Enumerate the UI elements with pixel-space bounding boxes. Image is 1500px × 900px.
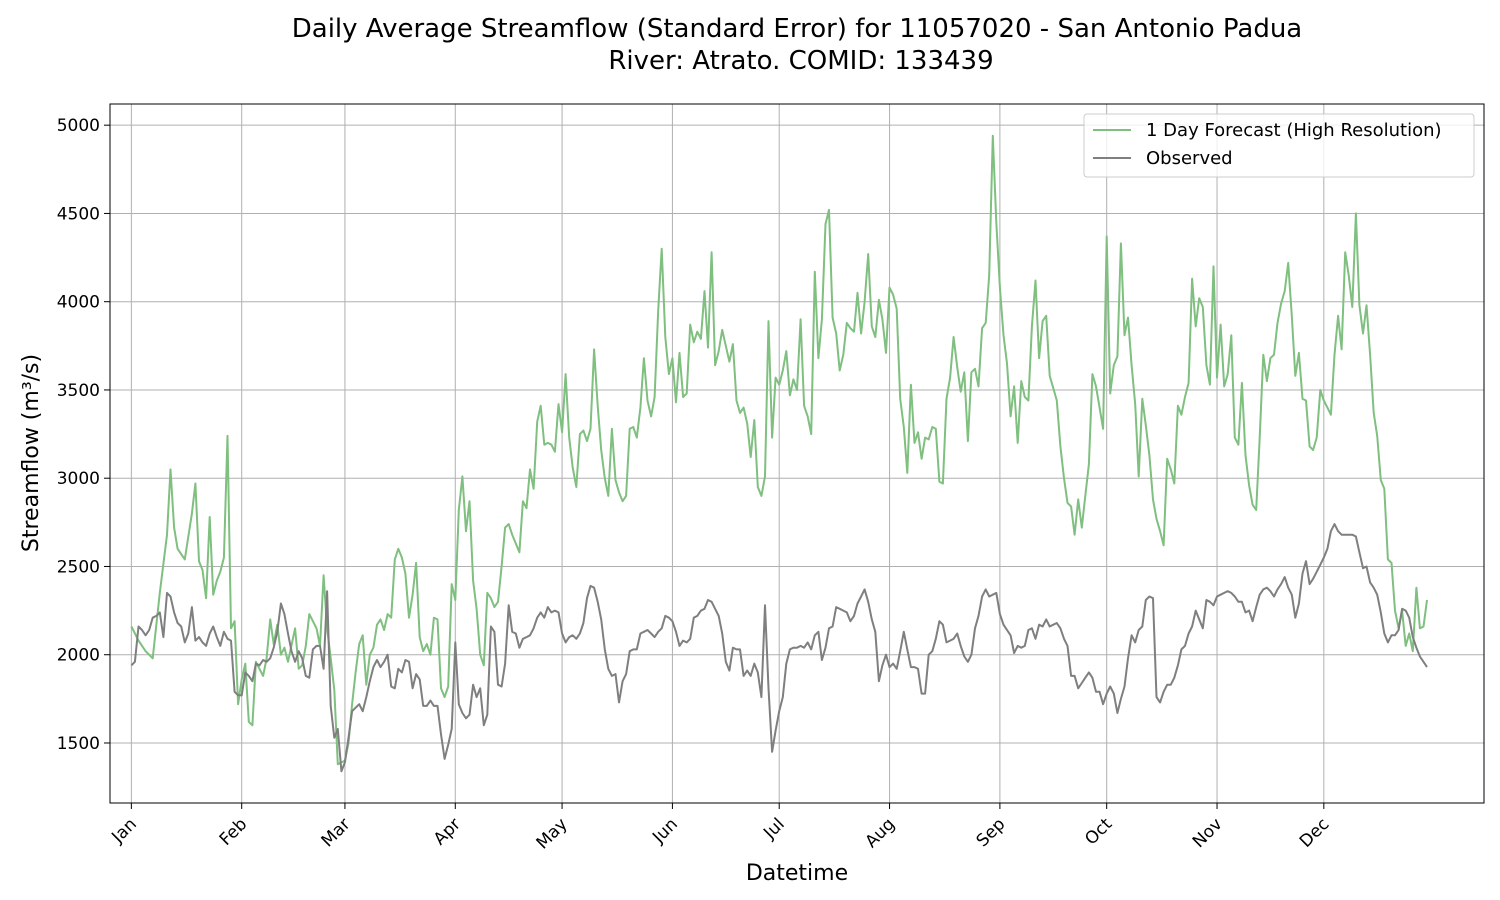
- legend-label-forecast: 1 Day Forecast (High Resolution): [1146, 120, 1442, 141]
- x-axis: Jan Feb Mar Apr May Jun Jul Aug Sep Oct Nov Dec: [108, 803, 1333, 853]
- x-tick-label: Aug: [861, 814, 899, 852]
- y-tick-label: 4500: [57, 204, 100, 224]
- x-tick-label: Oct: [1081, 814, 1116, 849]
- x-tick-label: Sep: [973, 814, 1010, 851]
- x-tick-label: Mar: [318, 814, 355, 851]
- grid-lines: [110, 104, 1484, 803]
- y-tick-label: 3000: [57, 469, 100, 489]
- legend: 1 Day Forecast (High Resolution) Observe…: [1083, 113, 1475, 178]
- x-tick-label: Jan: [108, 814, 141, 847]
- x-tick-label: Feb: [216, 814, 251, 849]
- x-tick-label: May: [533, 814, 572, 853]
- series-line-forecast: [130, 134, 1428, 766]
- x-tick-label: Nov: [1189, 814, 1227, 852]
- x-tick-label: Jun: [648, 814, 682, 848]
- series-line-observed: [130, 523, 1428, 773]
- y-tick-label: 1500: [57, 734, 100, 754]
- legend-box: [1083, 113, 1475, 178]
- chart-subtitle: River: Atrato. COMID: 133439: [608, 46, 993, 76]
- y-axis: 1500 2000 2500 3000 3500 4000 4500 5000: [57, 116, 110, 754]
- y-tick-label: 3500: [57, 381, 100, 401]
- x-axis-label: Datetime: [746, 861, 848, 886]
- x-tick-label: Dec: [1296, 814, 1333, 851]
- y-tick-label: 5000: [57, 116, 100, 136]
- chart-title: Daily Average Streamflow (Standard Error…: [292, 14, 1302, 44]
- y-tick-label: 4000: [57, 293, 100, 313]
- legend-label-observed: Observed: [1146, 148, 1233, 169]
- y-tick-label: 2000: [57, 646, 100, 666]
- series-layer: [130, 134, 1428, 773]
- x-tick-label: Apr: [430, 814, 465, 849]
- y-tick-label: 2500: [57, 557, 100, 577]
- plot-frame: [109, 103, 1485, 804]
- x-tick-label: Jul: [759, 814, 788, 843]
- y-axis-label: Streamflow (m³/s): [19, 354, 44, 552]
